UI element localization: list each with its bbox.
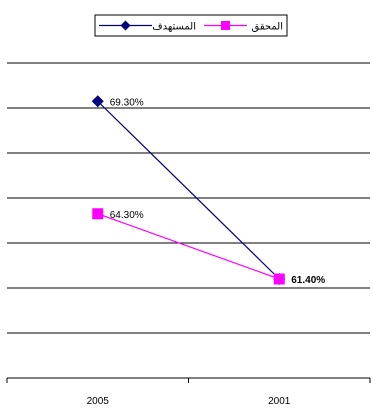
legend-swatch-marker bbox=[120, 20, 131, 31]
legend-box bbox=[94, 14, 288, 37]
square-point bbox=[273, 273, 285, 285]
series-lines bbox=[97, 100, 280, 280]
x-tick-label: 2005 bbox=[87, 396, 110, 407]
square-point bbox=[92, 208, 104, 220]
diamond-point bbox=[91, 95, 104, 108]
series-markers bbox=[91, 95, 286, 285]
legend-swatch-marker bbox=[221, 21, 230, 30]
data-labels: 69.30% 64.30% 61.40% bbox=[110, 97, 326, 286]
legend-label: المحقق bbox=[252, 22, 283, 33]
x-axis: 2005 2001 bbox=[6, 377, 371, 407]
legend: المستهدف المحقق bbox=[94, 14, 288, 37]
gridlines bbox=[7, 62, 370, 334]
data-label: 69.30% bbox=[110, 97, 144, 108]
series-line-0 bbox=[97, 100, 280, 280]
data-label: 64.30% bbox=[110, 210, 144, 221]
series-line-1 bbox=[97, 213, 280, 280]
legend-label: المستهدف bbox=[152, 22, 196, 33]
x-tick-label: 2001 bbox=[268, 396, 291, 407]
data-label: 61.40% bbox=[291, 275, 325, 286]
